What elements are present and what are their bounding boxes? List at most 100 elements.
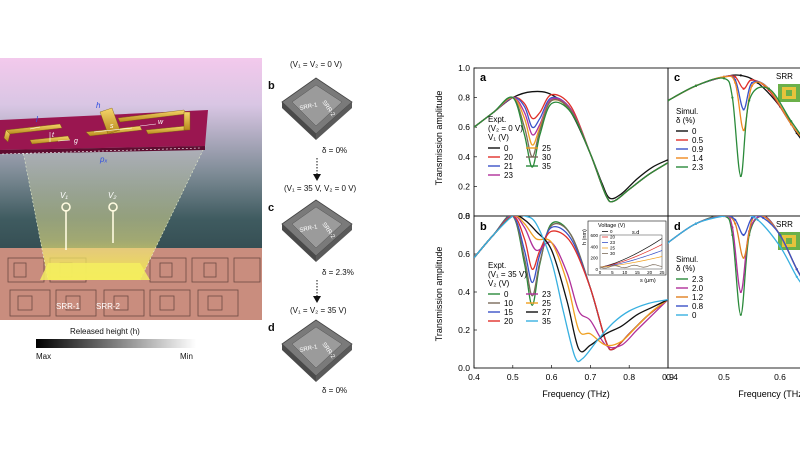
arrow-down-icon (313, 158, 321, 181)
legend-title-b: V₂ (V) (488, 279, 510, 288)
legend-title-c: δ (%) (676, 116, 695, 125)
inset-xtick: 15 (635, 270, 641, 275)
panel-a-curves (474, 90, 668, 203)
arrow-down-icon (313, 280, 321, 303)
sem-c-letter: c (268, 202, 275, 214)
legend-entry: 25 (542, 144, 551, 153)
series-point (722, 77, 726, 80)
inset-series-line (599, 238, 663, 268)
srr-badge-c: SRR (776, 72, 800, 102)
inset-legend-entry: 23 (610, 240, 616, 245)
sem-b-letter: b (268, 80, 275, 92)
legend-entry: 0 (504, 144, 509, 153)
series-point (739, 290, 742, 294)
sem-d-letter: d (268, 322, 275, 334)
sem-b-delta: δ = 0% (322, 146, 348, 155)
inset-xtick: 5 (611, 270, 614, 275)
xlabel-left: Frequency (THz) (542, 389, 610, 399)
series-point (734, 222, 737, 225)
inset-series-line (599, 256, 663, 268)
voltage-probe-2 (108, 202, 118, 243)
xlabel-right: Frequency (THz) (738, 389, 800, 399)
xtick-right: 0.4 (666, 372, 678, 382)
inset-xlabel: s (μm) (640, 278, 656, 284)
panel-d-letter: d (674, 221, 681, 233)
series-point (739, 313, 742, 316)
height-bar-min: Min (180, 352, 193, 361)
sem-d-condition: (V₁ = V₂ = 35 V) (290, 306, 347, 315)
height-bar-max: Max (36, 352, 51, 361)
srr2-label: SRR-2 (96, 302, 121, 311)
legend-title-a: Expt. (488, 115, 506, 124)
sem-b-image: SRR-1 SRR-2 (281, 77, 353, 140)
gold-srrs (3, 107, 191, 145)
series-point (742, 256, 745, 259)
device-illustration: l h t g s w pₓ V₁ V₂ SRR-1 SRR-2 Release… (0, 58, 262, 396)
inset-legend-entry: 25 (610, 246, 616, 251)
legend-entry: 2.0 (692, 284, 704, 293)
curves (474, 74, 800, 363)
inset-plot: Voltage (V) s.d h (nm) s (μm) 6004002000… (582, 220, 667, 284)
srr1-label: SRR-1 (56, 302, 81, 311)
legend-entry: 0.9 (692, 145, 704, 154)
ytick-a: 0.0 (458, 211, 470, 221)
inset-xtick: 20 (647, 270, 653, 275)
series-point (795, 268, 798, 271)
series-point (742, 87, 745, 90)
legend-entry: 0 (504, 290, 509, 299)
legend-title-d: δ (%) (676, 264, 695, 273)
series-line-b-25 (474, 216, 668, 347)
panel-b-letter: b (480, 221, 487, 233)
legend-entry: 1.2 (692, 293, 704, 302)
inset-legend-entry: 30 (610, 251, 616, 256)
plots-svg: Transmission amplitude Transmission ampl… (434, 63, 800, 399)
legend-title-a: (V₂ = 0 V) (488, 124, 523, 133)
param-t: t (52, 132, 55, 139)
legend-entry: 20 (504, 317, 513, 326)
series-point (668, 241, 670, 244)
xtick-left: 0.9 (662, 372, 674, 382)
ytick-a: 1.0 (458, 63, 470, 73)
param-s: s (110, 123, 114, 130)
series-point (739, 74, 742, 77)
param-h: h (96, 101, 101, 110)
legend-entry: 0.8 (692, 302, 704, 311)
series-line-b-23 (474, 216, 668, 349)
inset-ytick: 400 (590, 244, 598, 249)
inset-ytick: 200 (590, 256, 598, 261)
sem-c-image: SRR-1 SRR-2 (281, 199, 353, 262)
inset-frame (599, 234, 663, 270)
series-line-d-0 (668, 216, 800, 283)
inset-xtick: 10 (622, 270, 628, 275)
legend-entry: 0 (692, 127, 697, 136)
sem-c-condition: (V₁ = 35 V, V₂ = 0 V) (284, 184, 357, 193)
tick-labels: 1.00.80.60.40.20.00.80.60.40.20.00.4 0.5 0… (458, 63, 786, 382)
legend-entry: 23 (504, 171, 513, 180)
illustration-svg: l h t g s w pₓ V₁ V₂ SRR-1 SRR-2 Release… (0, 58, 262, 361)
series-point (778, 233, 782, 237)
legend-entry: 23 (542, 290, 551, 299)
legend-title-c: Simul. (676, 107, 698, 116)
legend-entry: 27 (542, 308, 551, 317)
inset-ytick: 600 (590, 233, 598, 238)
param-px: pₓ (99, 155, 108, 164)
legend-entry: 0.5 (692, 136, 704, 145)
series-point (756, 218, 759, 221)
transmission-plots: Transmission amplitude Transmission ampl… (430, 58, 800, 403)
legend-entry: 35 (542, 317, 551, 326)
svg-text:SRR: SRR (776, 72, 793, 81)
xtick-right: 0.6 (774, 372, 786, 382)
series-point (750, 81, 754, 84)
xtick-left: 0.4 (468, 372, 480, 382)
beam-edge-left (21, 145, 49, 281)
inset-legend-entry: 20 (610, 235, 616, 240)
legend-entry: 20 (504, 153, 513, 162)
series-point (790, 123, 793, 126)
ytick-a: 0.6 (458, 122, 470, 132)
legend-entry: 30 (542, 153, 551, 162)
highlighted-unit-cell (40, 263, 150, 280)
legend-entry: 1.4 (692, 154, 704, 163)
height-bar-title: Released height (h) (70, 327, 140, 336)
series-point (694, 84, 698, 87)
series-point (734, 218, 737, 221)
